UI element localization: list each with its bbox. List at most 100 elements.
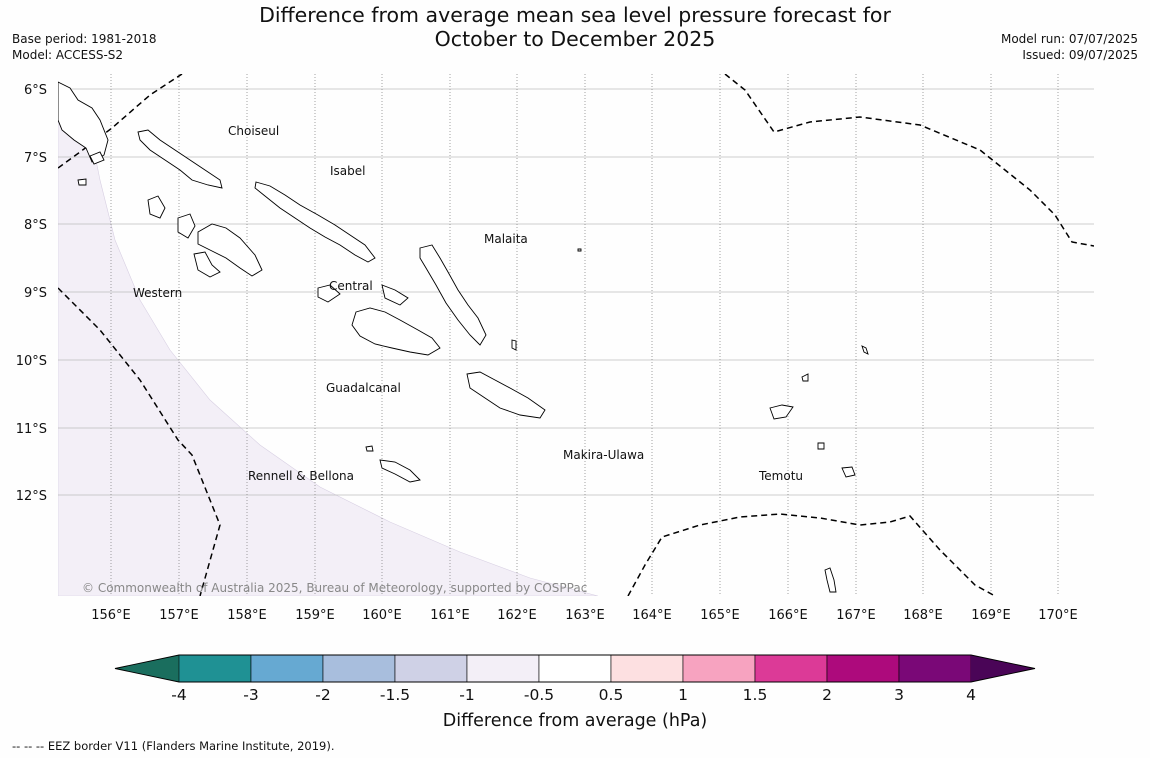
choiseul-island xyxy=(137,129,223,189)
region-labels: Choiseul Isabel Malaita Western Central … xyxy=(133,124,803,483)
lon-label-156E: 156°E xyxy=(91,608,131,623)
reef-islands xyxy=(801,373,809,382)
makira-island xyxy=(466,371,546,419)
eez-borders xyxy=(58,74,1094,596)
colorbar-tick-label: -2 xyxy=(315,686,330,704)
colorbar-tick-label: 0.5 xyxy=(599,686,624,704)
ndeni-island xyxy=(769,404,794,420)
colorbar-segment xyxy=(826,654,900,683)
colorbar-extension-low xyxy=(115,655,179,682)
bougainville-island xyxy=(58,81,109,163)
eez-border-west xyxy=(58,287,221,596)
latitude-labels: 6°S 7°S 8°S 9°S 10°S 11°S 12°S xyxy=(16,83,47,504)
title-line-1: Difference from average mean sea level p… xyxy=(259,3,891,27)
region-label-rennell-bellona: Rennell & Bellona xyxy=(248,469,354,483)
colorbar-segment xyxy=(754,654,828,683)
lat-label-9S: 9°S xyxy=(24,286,47,301)
treasury-islands xyxy=(77,178,87,186)
colorbar-title: Difference from average (hPa) xyxy=(443,711,708,731)
lon-label-170E: 170°E xyxy=(1038,608,1078,623)
lat-label-6S: 6°S xyxy=(24,83,47,98)
colorbar-segment xyxy=(610,654,684,683)
colorbar-segment xyxy=(538,654,612,683)
isabel-island xyxy=(254,181,376,263)
model-name: Model: ACCESS-S2 xyxy=(12,48,124,62)
colorbar-segment xyxy=(466,654,540,683)
model-run: Model run: 07/07/2025 xyxy=(1000,32,1138,46)
issued-date: Issued: 09/07/2025 xyxy=(1022,48,1138,62)
copyright-notice: © Commonwealth of Australia 2025, Bureau… xyxy=(82,581,587,595)
colorbar-tick-label: -3 xyxy=(243,686,258,704)
colorbar-tick-label: 1.5 xyxy=(743,686,768,704)
lon-label-163E: 163°E xyxy=(565,608,605,623)
tikopia-island xyxy=(817,442,825,450)
colorbar-tick-labels: -4 -3 -2 -1.5 -1 -0.5 0.5 1 1.5 2 3 4 xyxy=(171,686,976,704)
lon-label-168E: 168°E xyxy=(903,608,943,623)
new-georgia-island xyxy=(177,213,196,239)
eez-border-north-east xyxy=(724,74,1094,247)
anuta-island xyxy=(824,567,837,593)
lon-label-162E: 162°E xyxy=(497,608,537,623)
longitude-gridlines xyxy=(110,74,1059,596)
rendova xyxy=(193,251,221,278)
region-label-temotu: Temotu xyxy=(758,469,803,483)
base-period: Base period: 1981-2018 xyxy=(12,32,157,46)
guadalcanal-island xyxy=(351,307,441,356)
lon-label-167E: 167°E xyxy=(836,608,876,623)
colorbar-tick-label: -0.5 xyxy=(524,686,554,704)
lon-label-160E: 160°E xyxy=(362,608,402,623)
map-area xyxy=(58,74,1094,596)
longitude-labels: 156°E 157°E 158°E 159°E 160°E 161°E 162°… xyxy=(91,608,1078,623)
islands xyxy=(58,81,869,593)
colorbar-segment xyxy=(250,654,324,683)
eez-border-south-east xyxy=(627,513,996,596)
new-georgia-group xyxy=(197,223,263,277)
rennell-island xyxy=(379,459,421,483)
region-label-choiseul: Choiseul xyxy=(228,124,279,138)
region-label-isabel: Isabel xyxy=(330,164,365,178)
colorbar-tick-label: 4 xyxy=(966,686,976,704)
colorbar-extension-high xyxy=(971,655,1035,682)
meta-right: Model run: 07/07/2025 Issued: 09/07/2025 xyxy=(1001,31,1138,63)
lat-label-11S: 11°S xyxy=(16,422,47,437)
lon-label-169E: 169°E xyxy=(971,608,1011,623)
colorbar-tick-label: -1.5 xyxy=(380,686,410,704)
eez-border-northwest xyxy=(58,74,183,169)
colorbar xyxy=(114,654,1036,683)
vella-lavella xyxy=(147,195,166,219)
lon-label-161E: 161°E xyxy=(430,608,470,623)
meta-left: Base period: 1981-2018 Model: ACCESS-S2 xyxy=(12,31,157,63)
lon-label-159E: 159°E xyxy=(295,608,335,623)
map-title: Difference from average mean sea level p… xyxy=(200,3,950,51)
lat-label-10S: 10°S xyxy=(16,354,47,369)
russell-islands xyxy=(317,284,341,303)
malaita-island xyxy=(419,244,487,346)
title-line-2: October to December 2025 xyxy=(434,27,716,51)
colorbar-tick-label: -1 xyxy=(459,686,474,704)
colorbar-segment xyxy=(394,654,468,683)
lat-label-12S: 12°S xyxy=(16,489,47,504)
colorbar-segment xyxy=(898,654,972,683)
colorbar-segment xyxy=(322,654,396,683)
ontong-java xyxy=(577,248,582,252)
florida-islands xyxy=(381,284,409,306)
region-label-guadalcanal: Guadalcanal xyxy=(326,381,401,395)
colorbar-outline xyxy=(114,654,1036,683)
colorbar-segment xyxy=(682,654,756,683)
bellona-island xyxy=(365,445,374,452)
region-label-western: Western xyxy=(133,286,182,300)
colorbar-tick-label: 1 xyxy=(678,686,688,704)
region-label-malaita: Malaita xyxy=(484,232,528,246)
colorbar-tick-label: 2 xyxy=(822,686,832,704)
lon-label-166E: 166°E xyxy=(768,608,808,623)
shortland-islands xyxy=(89,151,105,165)
region-label-makira-ulawa: Makira-Ulawa xyxy=(563,448,644,462)
colorbar-segment xyxy=(178,654,252,683)
ulawa-island xyxy=(511,339,517,351)
duff-islands xyxy=(861,345,869,355)
colorbar-tick-label: 3 xyxy=(894,686,904,704)
lat-label-8S: 8°S xyxy=(24,218,47,233)
lon-label-164E: 164°E xyxy=(632,608,672,623)
region-label-central: Central xyxy=(329,279,373,293)
